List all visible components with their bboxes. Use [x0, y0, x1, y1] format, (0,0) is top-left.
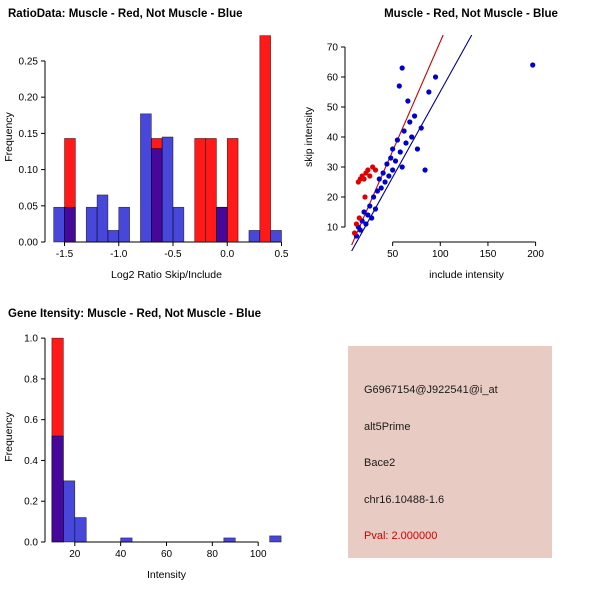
- svg-text:60: 60: [161, 549, 173, 560]
- svg-text:0.15: 0.15: [19, 129, 39, 140]
- svg-text:10: 10: [327, 223, 339, 234]
- svg-text:Intensity: Intensity: [147, 569, 187, 581]
- gene-info-box: G6967154@J922541@i_at alt5Prime Bace2 ch…: [348, 346, 552, 558]
- svg-text:0.0: 0.0: [220, 249, 234, 260]
- svg-text:0.2: 0.2: [24, 497, 38, 508]
- svg-text:100: 100: [432, 249, 449, 260]
- ratio-hist-title: RatioData: Muscle - Red, Not Muscle - Bl…: [8, 8, 243, 20]
- svg-text:-1.0: -1.0: [110, 249, 128, 260]
- panel-gene-histogram: Gene Itensity: Muscle - Red, Not Muscle …: [0, 300, 300, 600]
- svg-text:150: 150: [480, 249, 497, 260]
- svg-text:20: 20: [327, 193, 339, 204]
- svg-text:30: 30: [327, 163, 339, 174]
- gene-name-text: Bace2: [364, 457, 396, 469]
- svg-text:0.6: 0.6: [24, 415, 38, 426]
- intensity-scatter-plot: 50 100 150 200 10 20 30 40 50 60 70 include intensi…: [303, 34, 544, 281]
- svg-text:0.4: 0.4: [24, 456, 38, 467]
- ratio-histogram-plot: -1.5 -1.0 -0.5 0.0 0.5 0.00 0.05 0.10 0.15 0.20 0.…: [3, 35, 289, 281]
- svg-text:40: 40: [115, 549, 127, 560]
- svg-text:40: 40: [327, 133, 339, 144]
- svg-text:50: 50: [387, 249, 399, 260]
- panel-ratio-histogram: RatioData: Muscle - Red, Not Muscle - Bl…: [0, 0, 300, 300]
- svg-text:Frequency: Frequency: [3, 111, 15, 161]
- svg-text:-0.5: -0.5: [164, 249, 182, 260]
- svg-text:1.0: 1.0: [24, 334, 38, 345]
- svg-text:100: 100: [250, 549, 267, 560]
- svg-text:50: 50: [327, 103, 339, 114]
- svg-text:0.10: 0.10: [19, 165, 39, 176]
- svg-text:60: 60: [327, 73, 339, 84]
- svg-text:200: 200: [527, 249, 544, 260]
- svg-text:80: 80: [207, 549, 219, 560]
- svg-text:-1.5: -1.5: [56, 249, 74, 260]
- probe-id-text: G6967154@J922541@i_at: [364, 384, 498, 396]
- gene-hist-title: Gene Itensity: Muscle - Red, Not Muscle …: [8, 308, 262, 320]
- chromosome-location-text: chr16.10488-1.6: [364, 493, 445, 506]
- gene-histogram-plot: 20 40 60 80 100 0.0 0.2 0.4 0.6 0.8 1.0 Intensity Fr…: [3, 334, 282, 581]
- svg-text:0.25: 0.25: [19, 56, 39, 67]
- svg-text:0.05: 0.05: [19, 201, 39, 212]
- event-type-text: alt5Prime: [364, 420, 411, 433]
- svg-text:include intensity: include intensity: [429, 269, 504, 281]
- scatter-title: Muscle - Red, Not Muscle - Blue: [384, 8, 558, 20]
- svg-text:0.0: 0.0: [24, 538, 38, 549]
- svg-text:skip intensity: skip intensity: [303, 106, 315, 167]
- svg-text:20: 20: [69, 549, 81, 560]
- svg-text:0.00: 0.00: [19, 238, 39, 249]
- svg-text:Frequency: Frequency: [3, 411, 15, 461]
- svg-text:Log2 Ratio Skip/Include: Log2 Ratio Skip/Include: [111, 269, 222, 281]
- svg-text:0.5: 0.5: [275, 249, 289, 260]
- panel-intensity-scatter: Muscle - Red, Not Muscle - Blue 50 100 150…: [300, 0, 600, 300]
- pval-text: Pval: 2.000000: [364, 530, 438, 542]
- svg-text:70: 70: [327, 43, 339, 54]
- svg-text:0.8: 0.8: [24, 374, 38, 385]
- svg-text:0.20: 0.20: [19, 93, 39, 104]
- panel-gene-info: G6967154@J922541@i_at alt5Prime Bace2 ch…: [300, 300, 600, 600]
